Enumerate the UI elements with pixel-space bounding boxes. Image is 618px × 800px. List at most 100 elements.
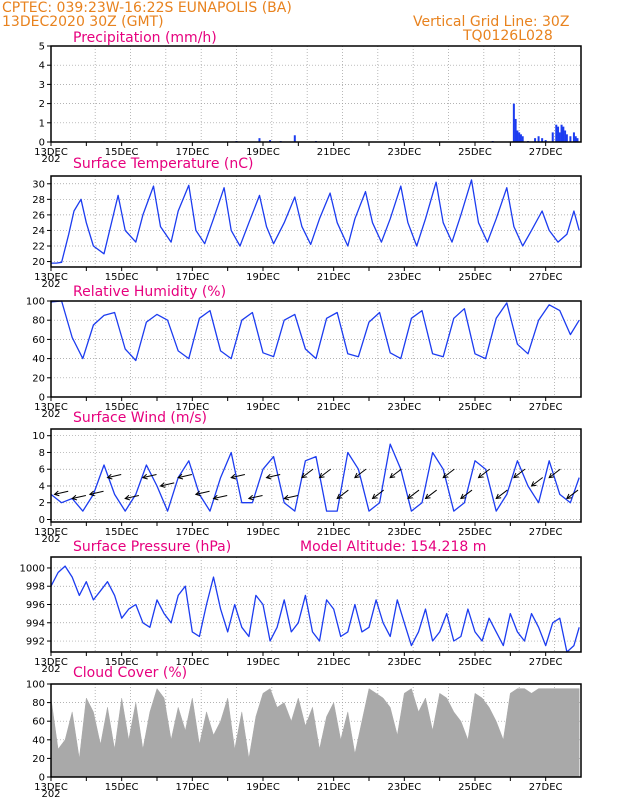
header-line1-right: Vertical Grid Line: 30Z bbox=[413, 14, 570, 30]
x-tick-label: 25DEC bbox=[458, 147, 492, 158]
precip-bar bbox=[293, 135, 296, 142]
wind-arrow bbox=[178, 474, 192, 479]
panel-title: Relative Humidity (%) bbox=[73, 284, 226, 300]
wind-arrow-head bbox=[106, 473, 113, 480]
x-tick-label: 27DEC bbox=[529, 782, 563, 793]
wind-arrow bbox=[531, 477, 543, 487]
wind-arrow bbox=[266, 474, 281, 479]
x-tick-label: 17DEC bbox=[175, 402, 209, 413]
series-line bbox=[51, 179, 580, 264]
y-tick-label: 2 bbox=[39, 99, 45, 110]
precip-bar bbox=[534, 138, 537, 142]
x-tick-label: 15DEC bbox=[105, 402, 139, 413]
y-tick-label: 26 bbox=[32, 210, 45, 221]
wind-arrow bbox=[460, 489, 473, 499]
x-tick-label: 19DEC bbox=[246, 147, 280, 158]
wind-arrow bbox=[319, 468, 331, 478]
plot-frame bbox=[50, 300, 582, 398]
series-line bbox=[50, 443, 580, 512]
x-year-fragment: 202 bbox=[41, 534, 60, 545]
wind-arrow bbox=[195, 490, 210, 495]
wind-arrow bbox=[284, 494, 298, 500]
precip-bar bbox=[564, 130, 567, 142]
x-tick-label: 23DEC bbox=[387, 657, 421, 668]
x-year-fragment: 202 bbox=[41, 409, 60, 420]
wind-arrow bbox=[407, 489, 420, 499]
x-tick-label: 15DEC bbox=[105, 782, 139, 793]
wind-arrow-head bbox=[301, 472, 307, 479]
x-tick-label: 15DEC bbox=[105, 657, 139, 668]
x-tick-label: 25DEC bbox=[458, 402, 492, 413]
panel-1: 20 22 24 26 28 30 13DEC 15DEC 17DEC 19DEC 21DEC 23D… bbox=[32, 156, 582, 290]
precip-bar bbox=[574, 136, 577, 142]
x-tick-label: 23DEC bbox=[387, 147, 421, 158]
precip-bar bbox=[560, 124, 563, 142]
precip-bar bbox=[516, 130, 519, 142]
precip-bar bbox=[557, 126, 560, 142]
precip-bar bbox=[537, 136, 540, 142]
x-tick-label: 13DEC bbox=[34, 527, 68, 538]
x-tick-label: 21DEC bbox=[317, 272, 351, 283]
wind-arrow-head bbox=[389, 472, 396, 479]
wind-arrow-head bbox=[159, 482, 166, 488]
wind-arrow-head bbox=[477, 472, 484, 479]
wind-arrows bbox=[53, 468, 579, 501]
wind-arrow-head bbox=[88, 490, 95, 497]
x-tick-label: 15DEC bbox=[105, 527, 139, 538]
plot-frame bbox=[50, 556, 582, 653]
precip-bar bbox=[541, 138, 544, 142]
y-tick-label: 100 bbox=[26, 680, 45, 691]
wind-arrow-head bbox=[548, 472, 555, 479]
wind-arrow bbox=[142, 474, 157, 479]
x-tick-label: 13DEC bbox=[34, 272, 68, 283]
x-tick-label: 19DEC bbox=[246, 527, 280, 538]
wind-arrow-head bbox=[371, 493, 378, 500]
x-tick-label: 27DEC bbox=[529, 402, 563, 413]
wind-arrow bbox=[301, 468, 314, 478]
precip-bar bbox=[569, 136, 572, 142]
x-tick-label: 27DEC bbox=[529, 272, 563, 283]
panel-title: Precipitation (mm/h) bbox=[73, 30, 217, 46]
x-tick-label: 13DEC bbox=[34, 782, 68, 793]
x-tick-label: 15DEC bbox=[105, 272, 139, 283]
wind-arrow bbox=[336, 489, 349, 499]
cloud-cover-area bbox=[50, 688, 580, 778]
x-tick-label: 21DEC bbox=[317, 782, 351, 793]
wind-arrow-head bbox=[53, 490, 60, 497]
wind-arrow bbox=[160, 482, 175, 487]
y-tick-label: 80 bbox=[32, 698, 45, 709]
panel-3: 0 2 4 6 8 10 13DEC 15DEC 17DEC 19DEC 21DEC 23DEC 25D… bbox=[32, 410, 582, 545]
wind-arrow bbox=[213, 494, 228, 500]
panel-2: 0 20 40 60 80 100 13DEC 15DEC 17DEC 19DEC 21DEC 23D… bbox=[26, 284, 582, 420]
y-tick-label: 28 bbox=[32, 195, 45, 206]
y-tick-label: 30 bbox=[32, 179, 45, 190]
wind-arrow-head bbox=[265, 473, 272, 480]
wind-arrow bbox=[231, 474, 245, 479]
header-line2-left: 13DEC2020 30Z (GMT) bbox=[2, 14, 164, 30]
wind-arrow-head bbox=[318, 472, 325, 479]
x-tick-label: 21DEC bbox=[317, 657, 351, 668]
wind-arrow-head bbox=[513, 472, 519, 479]
wind-arrow bbox=[478, 468, 490, 478]
x-year-fragment: 202 bbox=[41, 789, 60, 800]
wind-arrow bbox=[372, 489, 384, 499]
x-tick-label: 23DEC bbox=[387, 527, 421, 538]
y-tick-label: 40 bbox=[32, 354, 45, 365]
header-line1-left: CPTEC: 039:23W-16:22S EUNAPOLIS (BA) bbox=[2, 0, 292, 16]
wind-arrow-head bbox=[407, 493, 413, 500]
panel-title: Surface Pressure (hPa) bbox=[73, 539, 231, 555]
y-tick-label: 996 bbox=[26, 600, 45, 611]
precip-bar bbox=[555, 124, 558, 142]
precip-bar bbox=[258, 138, 261, 142]
wind-arrow-head bbox=[336, 493, 343, 500]
wind-arrow-head bbox=[124, 494, 131, 501]
wind-arrow bbox=[89, 490, 104, 495]
wind-arrow bbox=[107, 474, 122, 479]
precip-bar bbox=[512, 103, 515, 142]
y-tick-label: 80 bbox=[32, 316, 45, 327]
wind-arrow-head bbox=[566, 493, 572, 500]
plot-frame bbox=[50, 428, 582, 523]
x-tick-label: 13DEC bbox=[34, 402, 68, 413]
wind-arrow-head bbox=[177, 473, 184, 480]
